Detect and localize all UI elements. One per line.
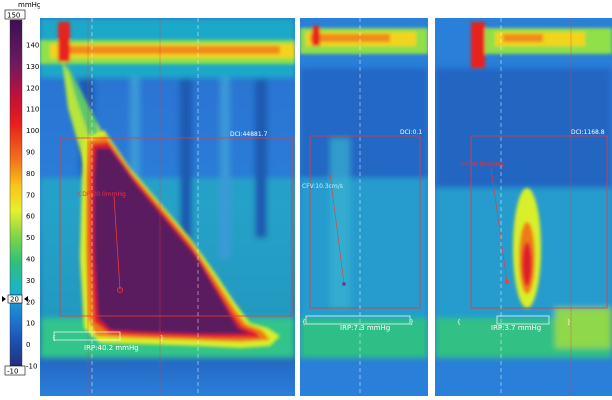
irp-left-bracket-icon-2[interactable]: { <box>302 319 306 326</box>
pressure-colorbar: mmHg 150 140 130 120 110 100 90 80 70 60 50 40 30 20… <box>0 0 40 380</box>
distal-contraction <box>513 188 541 308</box>
colorbar-marker-right-icon[interactable] <box>24 296 28 302</box>
colorbar-tick-label: 70 <box>26 191 35 199</box>
colorbar-tick-label: 10 <box>26 320 35 328</box>
irp-right-bracket-icon-3[interactable]: } <box>567 319 571 326</box>
dci-box-2[interactable] <box>309 135 421 309</box>
colorbar-tick-label: 110 <box>26 106 39 114</box>
cdp-point-icon[interactable] <box>117 287 123 293</box>
colorbar-marker-label: 20 <box>10 296 19 304</box>
irp-left-bracket-icon[interactable]: { <box>52 335 56 342</box>
dci-label-3: DCI:1168.8 <box>571 129 605 136</box>
colorbar-tick-label: 0 <box>26 341 30 349</box>
colorbar-gradient <box>9 19 23 367</box>
irp-label: IRP:40.2 mmHg <box>84 344 139 352</box>
cdp-label: CDP:20.0mmHg <box>78 191 126 198</box>
colorbar-min-box <box>4 365 26 376</box>
dci-label-2: DCI:0.1 <box>400 129 422 136</box>
colorbar-tick-label: 100 <box>26 127 39 135</box>
colorbar-tick-label: 50 <box>26 234 35 242</box>
cf-line <box>490 167 508 283</box>
swallow-panel-2[interactable]: DCI:0.1 CFV:10.3cm/s IRP:7.3 mmHg { } <box>300 18 428 396</box>
upper-sphincter-band-3 <box>471 22 612 68</box>
swallow-panel-3[interactable]: DCI:1168.8 CF:20.0mmHg IRP:3.7 mmHg { } <box>435 18 612 396</box>
cf-point-icon[interactable] <box>505 280 509 284</box>
colorbar-tick-label: 30 <box>26 277 35 285</box>
dci-label: DCI:44881.7 <box>230 131 268 138</box>
colorbar-tick-label: -10 <box>26 363 37 371</box>
upper-sphincter-band-2 <box>300 26 428 54</box>
colorbar-tick-label: 40 <box>26 256 35 264</box>
irp-window[interactable] <box>53 331 121 341</box>
colorbar-min-label: -10 <box>7 368 18 376</box>
colorbar-tick-label: 20 <box>26 298 35 306</box>
colorbar-tick-label: 140 <box>26 42 39 50</box>
colorbar-max-box <box>4 9 26 20</box>
upper-sphincter-band <box>40 22 295 64</box>
cfv-label: CFV:10.3cm/s <box>302 183 343 190</box>
colorbar-tick-label: 60 <box>26 213 35 221</box>
irp-window-2[interactable] <box>305 315 411 325</box>
colorbar-marker-box[interactable] <box>7 294 23 304</box>
irp-right-bracket-icon-2[interactable]: } <box>410 319 414 326</box>
cfv-line <box>329 173 345 285</box>
cdp-line <box>113 195 121 291</box>
cfv-point-icon[interactable] <box>342 282 346 286</box>
irp-right-bracket-icon[interactable]: } <box>160 335 164 342</box>
cf-label: CF:20.0mmHg <box>461 161 504 168</box>
swallow-panel-1[interactable]: DCI:44881.7 CDP:20.0mmHg IRP:40.2 mmHg {… <box>40 18 295 396</box>
irp-label-2: IRP:7.3 mmHg <box>340 324 390 332</box>
irp-label-3: IRP:3.7 mmHg <box>491 324 541 332</box>
contraction-blob <box>80 130 280 348</box>
colorbar-unit: mmHg <box>18 1 40 9</box>
colorbar-max-label: 150 <box>7 12 20 20</box>
colorbar-tick-label: 130 <box>26 63 39 71</box>
dci-box[interactable] <box>59 137 293 317</box>
colorbar-tick-label: 80 <box>26 170 35 178</box>
colorbar-tick-label: 90 <box>26 149 35 157</box>
colorbar-tick-label: 120 <box>26 84 39 92</box>
irp-window-3[interactable] <box>496 315 550 325</box>
colorbar-marker-left-icon[interactable] <box>2 296 6 302</box>
dci-box-3[interactable] <box>470 135 608 309</box>
irp-left-bracket-icon-3[interactable]: { <box>457 319 461 326</box>
